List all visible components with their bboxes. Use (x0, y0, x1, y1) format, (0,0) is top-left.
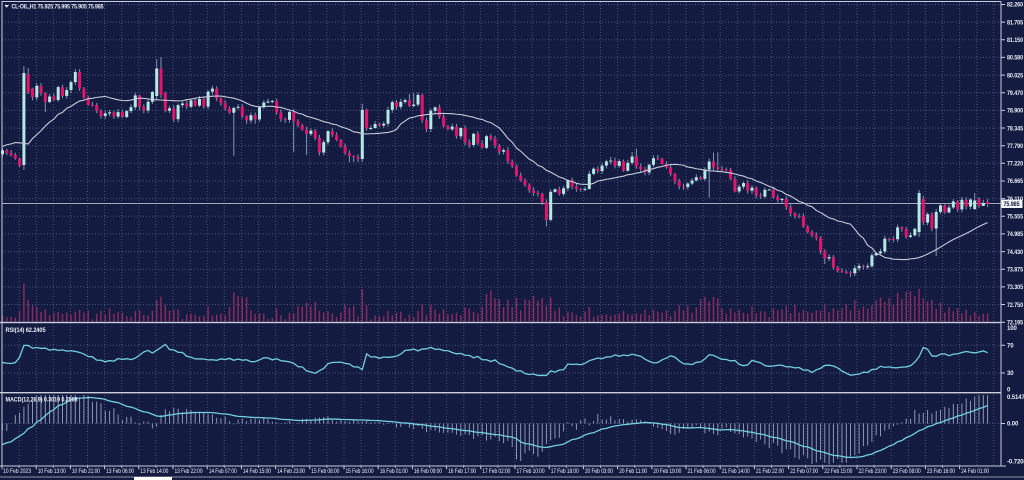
svg-text:0.00: 0.00 (1007, 422, 1019, 428)
svg-text:79.470: 79.470 (1007, 91, 1024, 97)
svg-text:10 Feb 13:00: 10 Feb 13:00 (38, 469, 67, 475)
svg-text:72.750: 72.750 (1007, 303, 1024, 309)
svg-text:75.555: 75.555 (1007, 215, 1024, 221)
svg-text:13 Feb 22:00: 13 Feb 22:00 (175, 469, 204, 475)
svg-text:78.345: 78.345 (1007, 126, 1024, 132)
svg-text:77.220: 77.220 (1007, 162, 1024, 168)
svg-text:20 Feb 03:00: 20 Feb 03:00 (585, 469, 614, 475)
svg-text:74.985: 74.985 (1007, 232, 1024, 238)
svg-text:22 Feb 07:00: 22 Feb 07:00 (790, 469, 819, 475)
svg-text:16 Feb 17:00: 16 Feb 17:00 (448, 469, 477, 475)
svg-text:CL-OIL,H1 75.925 75.995 75.905: CL-OIL,H1 75.925 75.995 75.905 75.985 (12, 4, 104, 11)
svg-text:74.430: 74.430 (1007, 250, 1024, 256)
svg-text:21 Feb 06:00: 21 Feb 06:00 (688, 469, 717, 475)
svg-text:17 Feb 02:00: 17 Feb 02:00 (482, 469, 511, 475)
svg-text:13 Feb 14:00: 13 Feb 14:00 (140, 469, 169, 475)
svg-text:70: 70 (1007, 344, 1014, 350)
svg-text:30: 30 (1007, 371, 1014, 377)
svg-text:73.875: 73.875 (1007, 267, 1024, 273)
svg-text:77.790: 77.790 (1007, 144, 1024, 150)
svg-text:17 Feb 18:00: 17 Feb 18:00 (551, 469, 580, 475)
svg-text:15 Feb 16:00: 15 Feb 16:00 (346, 469, 375, 475)
svg-text:17 Feb 10:00: 17 Feb 10:00 (517, 469, 546, 475)
svg-text:14 Feb 07:00: 14 Feb 07:00 (209, 469, 238, 475)
svg-text:0.5147: 0.5147 (1007, 395, 1024, 401)
svg-text:22 Feb 23:00: 22 Feb 23:00 (859, 469, 888, 475)
svg-text:20 Feb 11:00: 20 Feb 11:00 (619, 469, 648, 475)
svg-text:10 Feb 21:00: 10 Feb 21:00 (72, 469, 101, 475)
svg-text:80.025: 80.025 (1007, 73, 1024, 79)
svg-text:14 Feb 23:00: 14 Feb 23:00 (277, 469, 306, 475)
svg-text:82.260: 82.260 (1007, 3, 1024, 9)
svg-text:16 Feb 09:00: 16 Feb 09:00 (414, 469, 443, 475)
svg-text:23 Feb 08:00: 23 Feb 08:00 (893, 469, 922, 475)
svg-text:24 Feb 01:00: 24 Feb 01:00 (961, 469, 990, 475)
svg-text:0: 0 (1007, 388, 1011, 394)
svg-text:13 Feb 06:00: 13 Feb 06:00 (106, 469, 135, 475)
svg-text:81.705: 81.705 (1007, 20, 1024, 26)
svg-text:RSI(14) 62.2405: RSI(14) 62.2405 (6, 328, 47, 334)
svg-text:15 Feb 08:00: 15 Feb 08:00 (311, 469, 340, 475)
svg-text:100: 100 (1007, 326, 1017, 332)
svg-text:10 Feb 2023: 10 Feb 2023 (3, 469, 32, 475)
svg-text:21 Feb 14:00: 21 Feb 14:00 (722, 469, 751, 475)
svg-text:73.305: 73.305 (1007, 285, 1024, 291)
svg-text:14 Feb 15:00: 14 Feb 15:00 (243, 469, 272, 475)
svg-text:22 Feb 15:00: 22 Feb 15:00 (824, 469, 853, 475)
svg-text:20 Feb 19:00: 20 Feb 19:00 (653, 469, 682, 475)
svg-text:23 Feb 16:00: 23 Feb 16:00 (927, 469, 956, 475)
svg-text:78.900: 78.900 (1007, 109, 1024, 115)
svg-text:81.150: 81.150 (1007, 38, 1024, 44)
svg-text:72.195: 72.195 (1007, 320, 1024, 326)
svg-text:76.665: 76.665 (1007, 179, 1024, 185)
svg-text:21 Feb 22:00: 21 Feb 22:00 (756, 469, 785, 475)
svg-text:16 Feb 01:00: 16 Feb 01:00 (380, 469, 409, 475)
svg-text:80.580: 80.580 (1007, 56, 1024, 62)
svg-text:75.985: 75.985 (1004, 202, 1021, 208)
svg-text:MACD(12,26,9) 0.3019 0.2568: MACD(12,26,9) 0.3019 0.2568 (6, 398, 79, 404)
svg-text:-0.7208: -0.7208 (1007, 460, 1024, 466)
